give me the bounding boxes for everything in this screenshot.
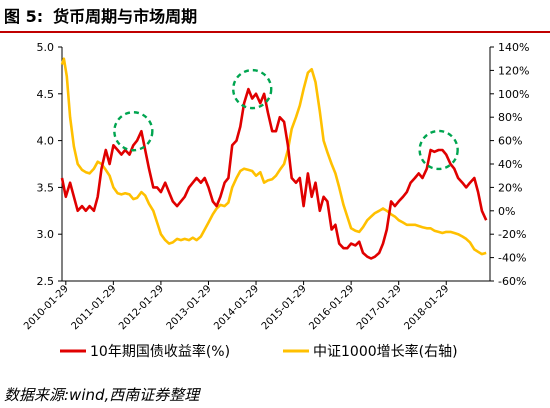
right-axis-tick-label: -40% bbox=[498, 252, 526, 265]
right-axis-tick-label: 120% bbox=[498, 64, 529, 77]
right-axis-tick-label: 20% bbox=[498, 181, 522, 194]
highlight-circle bbox=[232, 68, 273, 110]
x-axis-tick-label: 2018-01-29 bbox=[402, 283, 451, 332]
figure-header: 图 5: 货币周期与市场周期 bbox=[0, 0, 550, 30]
x-axis-tick-label: 2015-01-29 bbox=[260, 283, 309, 332]
left-axis-tick-label: 4.0 bbox=[37, 135, 55, 148]
figure-title: 货币周期与市场周期 bbox=[53, 7, 198, 26]
right-axis-tick-label: 80% bbox=[498, 111, 522, 124]
left-axis-tick-label: 3.5 bbox=[37, 181, 55, 194]
x-axis-tick-label: 2014-01-29 bbox=[212, 283, 261, 332]
x-axis-tick-label: 2010-01-29 bbox=[22, 283, 71, 332]
x-axis-tick-label: 2017-01-29 bbox=[355, 283, 404, 332]
x-axis-tick-label: 2012-01-29 bbox=[117, 283, 166, 332]
left-axis-tick-label: 5.0 bbox=[37, 41, 55, 54]
highlight-circle bbox=[418, 129, 459, 171]
right-axis-tick-label: 0% bbox=[498, 205, 515, 218]
left-axis-tick-label: 3.0 bbox=[37, 228, 55, 241]
right-axis-tick-label: 40% bbox=[498, 158, 522, 171]
x-axis-tick-label: 2013-01-29 bbox=[165, 283, 214, 332]
left-axis-tick-label: 2.5 bbox=[37, 275, 55, 288]
x-axis-tick-label: 2011-01-29 bbox=[70, 283, 119, 332]
series-line-bond-yield bbox=[60, 87, 488, 260]
chart-legend: 10年期国债收益率(%) 中证1000增长率(右轴) bbox=[60, 343, 458, 360]
highlight-circle bbox=[113, 111, 154, 152]
right-axis-tick-label: -60% bbox=[498, 275, 526, 288]
series-line-csi1000-growth bbox=[60, 57, 487, 256]
legend-label: 中证1000增长率(右轴) bbox=[313, 343, 458, 360]
right-axis-tick-label: -20% bbox=[498, 228, 526, 241]
left-axis-tick-label: 4.5 bbox=[37, 88, 55, 101]
chart-plot bbox=[60, 57, 488, 260]
legend-label: 10年期国债收益率(%) bbox=[90, 343, 230, 360]
right-axis-tick-label: 60% bbox=[498, 135, 522, 148]
source-note: 数据来源:wind,西南证券整理 bbox=[4, 386, 200, 404]
chart: 5.0 4.5 4.0 3.5 3.0 2.5 140% 120% 100% 80% 60% 40% 2… bbox=[22, 41, 529, 360]
x-axis-tick-label: 2016-01-29 bbox=[307, 283, 356, 332]
right-axis-tick-label: 140% bbox=[498, 41, 529, 54]
figure-label: 图 5: bbox=[4, 7, 44, 26]
title-rule bbox=[0, 31, 550, 33]
right-axis-tick-label: 100% bbox=[498, 88, 529, 101]
